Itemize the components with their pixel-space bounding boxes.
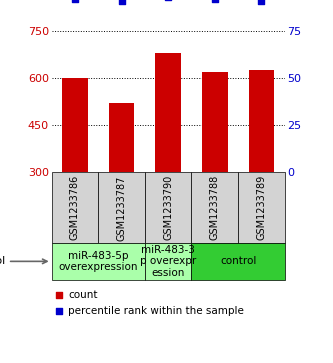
- Text: GSM1233786: GSM1233786: [70, 175, 80, 240]
- Bar: [52, 172, 98, 243]
- Bar: [248, 70, 274, 172]
- Bar: [62, 78, 88, 172]
- Text: count: count: [68, 290, 98, 300]
- Text: control: control: [220, 256, 256, 266]
- Point: [56, 292, 61, 298]
- Point: [259, 0, 264, 4]
- Bar: [145, 243, 191, 280]
- Bar: [202, 72, 228, 172]
- Bar: [145, 172, 191, 243]
- Text: protocol: protocol: [0, 256, 47, 266]
- Text: GSM1233789: GSM1233789: [256, 175, 266, 240]
- Text: GSM1233790: GSM1233790: [163, 175, 173, 240]
- Point: [56, 308, 61, 314]
- Point: [212, 0, 217, 2]
- Text: GSM1233787: GSM1233787: [117, 175, 127, 241]
- Text: miR-483-5p
overexpression: miR-483-5p overexpression: [59, 250, 138, 272]
- Bar: [191, 172, 238, 243]
- Point: [119, 0, 124, 4]
- Text: miR-483-3
p overexpr
ession: miR-483-3 p overexpr ession: [140, 245, 196, 278]
- Bar: [109, 103, 134, 172]
- Point: [72, 0, 78, 2]
- Text: percentile rank within the sample: percentile rank within the sample: [68, 306, 244, 316]
- Bar: [238, 172, 285, 243]
- Bar: [191, 243, 285, 280]
- Bar: [52, 243, 145, 280]
- Bar: [98, 172, 145, 243]
- Text: GSM1233788: GSM1233788: [210, 175, 220, 240]
- Bar: [155, 53, 181, 172]
